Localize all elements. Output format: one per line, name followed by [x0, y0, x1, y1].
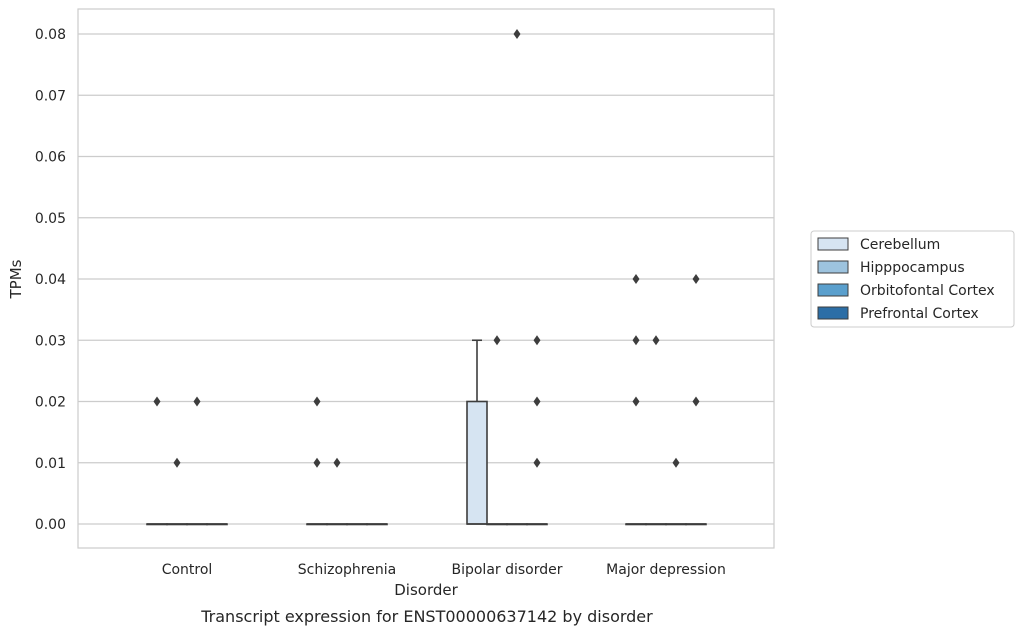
y-tick-label: 0.00 [35, 517, 66, 533]
outlier-point [313, 396, 321, 407]
y-tick-label: 0.07 [35, 88, 66, 104]
outlier-point [632, 335, 640, 346]
y-axis-label: TPMs [7, 259, 25, 299]
outlier-point [533, 396, 541, 407]
y-tick-label: 0.01 [35, 456, 66, 472]
x-tick-labels: Control Schizophrenia Bipolar disorder Majo… [162, 562, 726, 578]
legend-label: Hipppocampus [860, 260, 965, 276]
outlier-point [313, 457, 321, 468]
legend-swatch [817, 260, 849, 274]
y-tick-label: 0.06 [35, 150, 66, 166]
outlier-point [333, 457, 341, 468]
legend-swatch [817, 283, 849, 297]
y-tick-labels: 0.00 0.01 0.02 0.03 0.04 0.05 0.06 0.07 0.08 [35, 27, 66, 533]
legend-label: Cerebellum [860, 237, 940, 253]
outlier-point [513, 29, 521, 39]
x-axis-label: Disorder [394, 581, 458, 599]
outlier-point [692, 274, 700, 284]
outlier-point [632, 274, 640, 284]
legend-frame [810, 230, 1015, 328]
x-tick-label: Bipolar disorder [451, 562, 562, 578]
outlier-point [173, 457, 181, 468]
y-tick-label: 0.03 [35, 333, 66, 349]
series-group [206, 274, 707, 526]
y-tick-label: 0.04 [35, 272, 66, 288]
outlier-point [153, 396, 161, 407]
outlier-point [652, 335, 660, 346]
x-tick-label: Control [162, 562, 213, 578]
box [466, 400, 488, 525]
legend: Cerebellum Hipppocampus Orbitofontal Corte… [810, 230, 1015, 328]
outlier-point [193, 396, 201, 407]
x-tick-label: Major depression [606, 562, 726, 578]
y-tick-label: 0.05 [35, 211, 66, 227]
x-tick-label: Schizophrenia [298, 562, 396, 578]
y-tick-label: 0.02 [35, 395, 66, 411]
series-group [146, 274, 647, 526]
outlier-point [672, 457, 680, 468]
outlier-point [632, 396, 640, 407]
legend-label: Prefrontal Cortex [860, 306, 979, 322]
outlier-point [533, 335, 541, 346]
outlier-point [533, 457, 541, 468]
chart-caption: Transcript expression for ENST0000063714… [200, 607, 653, 626]
outlier-point [692, 396, 700, 407]
box-series [146, 29, 707, 526]
legend-swatch [817, 237, 849, 251]
y-tick-label: 0.08 [35, 27, 66, 43]
legend-label: Orbitofontal Cortex [860, 283, 995, 299]
outlier-point [493, 335, 501, 346]
legend-swatch [817, 306, 849, 320]
